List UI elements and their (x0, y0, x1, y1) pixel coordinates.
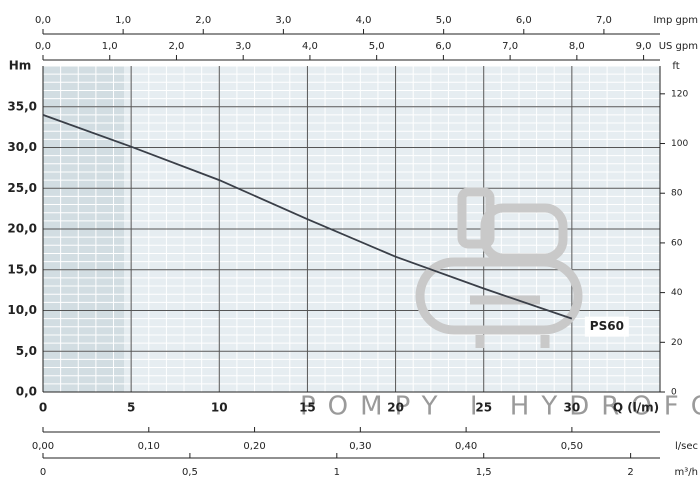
x-tick-label: 0 (39, 401, 47, 415)
secondary-axis-label: Imp gpm (653, 15, 698, 26)
secondary-tick-label: 0,20 (243, 441, 265, 452)
pump-icon (415, 187, 583, 348)
legend-label: PS60 (590, 319, 624, 333)
secondary-tick-label: 2 (627, 467, 633, 477)
y2-tick-label: 80 (671, 189, 683, 199)
secondary-tick-label: 1,0 (115, 15, 131, 26)
secondary-tick-label: 8,0 (569, 41, 585, 52)
secondary-tick-label: 7,0 (502, 41, 518, 52)
y2-tick-label: 100 (671, 139, 688, 149)
secondary-axis-label: m³/h (675, 467, 698, 477)
secondary-tick-label: 0,30 (349, 441, 371, 452)
secondary-tick-label: 1,0 (102, 41, 118, 52)
y-tick-label: 15,0 (7, 262, 37, 276)
secondary-axis-label: US gpm (659, 41, 698, 52)
secondary-tick-label: 6,0 (516, 15, 532, 26)
secondary-tick-label: 0,00 (32, 441, 54, 452)
watermark: POMPY I HYDROFO (300, 392, 700, 422)
secondary-tick-label: 2,0 (169, 41, 185, 52)
x-tick-label: 30 (564, 401, 581, 415)
x-tick-label: 20 (387, 401, 404, 415)
secondary-tick-label: 9,0 (636, 41, 652, 52)
x-axis-label: Q (l/m) (613, 401, 659, 415)
y-tick-label: 35,0 (7, 99, 37, 113)
secondary-tick-label: 0,40 (455, 441, 477, 452)
y2-tick-label: 0 (671, 388, 677, 398)
legend-box (584, 316, 629, 337)
secondary-tick-label: 0,50 (561, 441, 583, 452)
x-tick-label: 15 (299, 401, 316, 415)
secondary-tick-label: 0 (40, 467, 46, 477)
secondary-tick-label: 6,0 (435, 41, 451, 52)
y-tick-label: 30,0 (7, 140, 37, 154)
y2-tick-label: 40 (671, 288, 683, 298)
y2-tick-label: 60 (671, 238, 683, 248)
secondary-tick-label: 5,0 (369, 41, 385, 52)
y-tick-label: 5,0 (16, 344, 37, 358)
secondary-tick-label: 4,0 (302, 41, 318, 52)
y2-axis-label: ft (672, 61, 679, 72)
y2-tick-label: 20 (671, 338, 683, 348)
secondary-tick-label: 3,0 (275, 15, 291, 26)
secondary-axis-label: l/sec (675, 441, 698, 452)
secondary-tick-label: 1 (334, 467, 340, 477)
secondary-tick-label: 0,5 (182, 467, 198, 477)
y-tick-label: 0,0 (16, 385, 37, 399)
y-tick-label: 20,0 (7, 222, 37, 236)
x-tick-label: 25 (475, 401, 492, 415)
y-axis-label: Hm (9, 59, 32, 73)
secondary-tick-label: 7,0 (596, 15, 612, 26)
secondary-tick-label: 2,0 (195, 15, 211, 26)
x-tick-label: 5 (127, 401, 135, 415)
secondary-tick-label: 1,5 (476, 467, 492, 477)
secondary-tick-label: 0,0 (35, 41, 51, 52)
y-tick-label: 10,0 (7, 303, 37, 317)
y2-tick-label: 120 (671, 89, 688, 99)
curve (42, 114, 573, 320)
secondary-tick-label: 3,0 (235, 41, 251, 52)
secondary-tick-label: 0,10 (138, 441, 160, 452)
secondary-tick-label: 4,0 (356, 15, 372, 26)
secondary-tick-label: 5,0 (436, 15, 452, 26)
secondary-tick-label: 0,0 (35, 15, 51, 26)
y-tick-label: 25,0 (7, 181, 37, 195)
x-tick-label: 10 (211, 401, 228, 415)
